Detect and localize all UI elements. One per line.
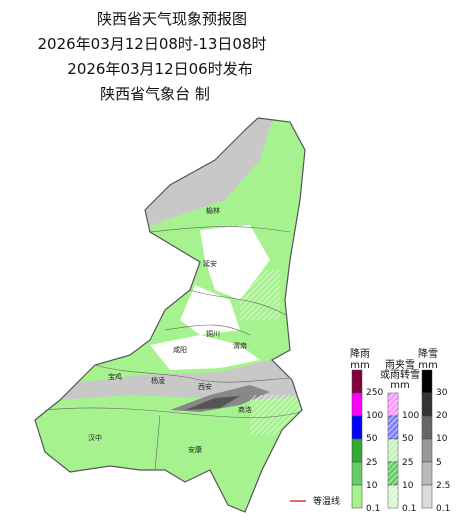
legend-tick: 25: [402, 458, 413, 468]
legend-title: 或雨转雪: [380, 368, 420, 381]
city-label: 延安: [203, 259, 217, 268]
city-label: 西安: [198, 382, 212, 391]
legend-tick: 0.1: [402, 504, 416, 514]
city-label: 宝鸡: [108, 372, 122, 381]
rain-legend: 降雨 mm 250 100 50 25 10 0.1: [350, 347, 383, 514]
city-label: 铜川: [206, 329, 220, 338]
legend-tick: 50: [402, 434, 414, 444]
city-label: 安康: [188, 445, 202, 454]
province-border: [34, 117, 306, 513]
legend-unit: mm: [350, 360, 369, 371]
city-borders: [44, 226, 301, 471]
legend-unit: mm: [418, 360, 437, 371]
legend-tick: 100: [402, 411, 419, 421]
legend-tick: 30: [436, 388, 448, 398]
isotherm-label: 等温线: [313, 495, 340, 507]
snow-legend: 降雪 mm 30 20 10 5 2.5 0.1: [418, 347, 450, 514]
valid-time: 2026年03月12日08时-13日08时: [37, 35, 266, 53]
legend-tick: 10: [366, 481, 378, 491]
legend-unit: mm: [390, 380, 409, 391]
legend-tick: 2.5: [436, 481, 450, 491]
issuer: 陕西省气象台 制: [100, 85, 210, 103]
legend-tick: 10: [436, 434, 448, 444]
city-label: 杨凌: [151, 376, 165, 385]
legend-tick: 25: [366, 458, 377, 468]
legend-tick: 250: [366, 388, 383, 398]
legend-title: 雨夹雪: [385, 358, 415, 371]
legend-tick: 0.1: [436, 504, 450, 514]
legend-tick: 10: [402, 481, 414, 491]
legend-tick: 0.1: [366, 504, 380, 514]
city-label: 渭南: [233, 341, 247, 350]
city-label: 榆林: [206, 206, 220, 215]
issue-time: 2026年03月12日06时发布: [67, 60, 252, 78]
city-label: 汉中: [88, 433, 102, 442]
legend-tick: 50: [366, 434, 378, 444]
legend-title: 降雨: [350, 347, 370, 360]
legend-tick: 5: [436, 458, 442, 468]
city-labels: 榆林 延安 铜川 咸阳 渭南 宝鸡 杨凌 西安 商洛 汉中 安康: [88, 206, 252, 454]
city-label: 商洛: [238, 405, 252, 414]
sleet-legend: 雨夹雪 或雨转雪 mm 100 50 25 10 0.1: [380, 358, 420, 514]
precip-areas: [35, 118, 305, 512]
legend-tick: 20: [436, 411, 448, 421]
city-label: 咸阳: [173, 345, 187, 354]
map-title: 陕西省天气现象预报图: [97, 10, 247, 28]
legend-title: 降雪: [418, 347, 438, 360]
legend-tick: 100: [366, 411, 383, 421]
